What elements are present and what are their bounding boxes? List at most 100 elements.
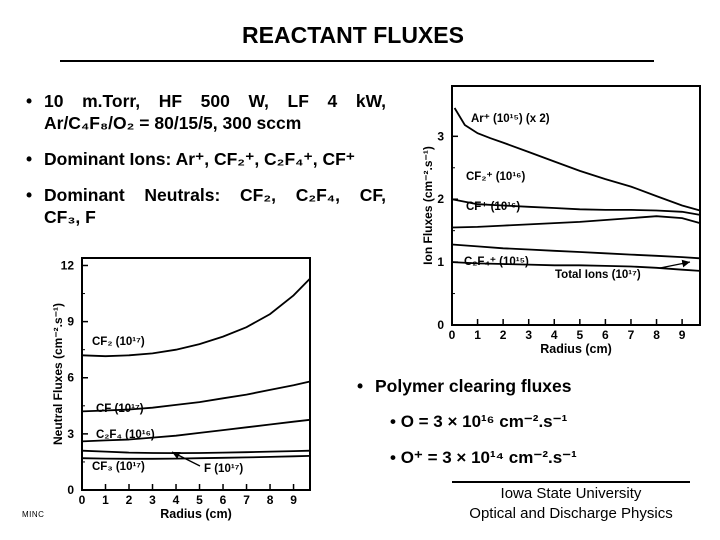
chart-0-frame (451, 85, 701, 326)
bullet-ions: • Dominant Ions: Ar⁺, CF₂⁺, C₂F₄⁺, CF⁺ (26, 148, 386, 170)
condition-bullets: • 10 m.Torr, HF 500 W, LF 4 kW, Ar/C₄F₈/… (26, 90, 386, 242)
chart-1-y-tick-label: 3 (67, 427, 74, 441)
bullet-dot: • (26, 149, 33, 169)
word: C₂F₄, (295, 185, 340, 205)
chart-0-x-tick-label: 7 (628, 328, 635, 342)
bullet-dot: • (26, 185, 33, 205)
bullet-ions-text: Dominant Ions: Ar⁺, CF₂⁺, C₂F₄⁺, CF⁺ (44, 149, 356, 169)
bullet-dot: • (357, 376, 364, 396)
word: CF, (359, 185, 386, 205)
chart-1-x-tick-label: 9 (290, 493, 297, 507)
chart-1-frame (81, 257, 311, 491)
chart-0-x-tick-label: 0 (449, 328, 456, 342)
chart-0-x-tick-label: 5 (576, 328, 583, 342)
chart-0-y-tick-label: 1 (437, 255, 444, 269)
word: LF (287, 91, 309, 111)
chart-1-y-tick-label: 6 (67, 371, 74, 385)
chart-1-y-tick-label: 12 (61, 258, 75, 272)
chart-1-series-label: C₂F₄ (10¹⁶) (96, 429, 155, 441)
chart-0-series-label: Total Ions (10¹⁷) (555, 269, 641, 281)
chart-0-series-line (453, 107, 701, 212)
bullet-dot: • (390, 448, 396, 467)
word: W, (248, 91, 269, 111)
footer-rule (452, 481, 690, 483)
word: m.Torr, (82, 91, 141, 111)
chart-1-series-label: CF (10¹⁷) (96, 403, 144, 415)
chart-0-y-axis-label: Ion Fluxes (cm⁻².s⁻¹) (421, 146, 435, 265)
chart-0-series-label: C₂F₄⁺ (10¹⁵) (464, 256, 529, 268)
word: 500 (200, 91, 230, 111)
bullet-conditions-line2: Ar/C₄F₈/O₂ = 80/15/5, 300 sccm (44, 113, 302, 133)
word: Neutrals: (144, 185, 221, 205)
word: kW, (355, 91, 386, 111)
bullet-conditions: • 10 m.Torr, HF 500 W, LF 4 kW, Ar/C₄F₈/… (26, 90, 386, 134)
chart-1-x-tick-label: 4 (173, 493, 180, 507)
footer: Iowa State University Optical and Discha… (452, 484, 690, 524)
chart-1-x-tick-label: 1 (102, 493, 109, 507)
chart-0-x-tick-label: 9 (679, 328, 686, 342)
chart-1-y-tick-label: 0 (67, 483, 74, 497)
chart-0-x-tick-label: 3 (525, 328, 532, 342)
chart-1-x-tick-label: 6 (220, 493, 227, 507)
chart-1-series-label: CF₂ (10¹⁷) (92, 336, 145, 348)
chart-0-x-tick-label: 2 (500, 328, 507, 342)
polymer-item-oplus: • O⁺ = 3 × 10¹⁴ cm⁻².s⁻¹ (390, 448, 577, 468)
chart-0-x-tick-label: 1 (474, 328, 481, 342)
chart-1-y-axis-label: Neutral Fluxes (cm⁻².s⁻¹) (51, 303, 65, 445)
polymer-heading: • Polymer clearing fluxes (357, 376, 571, 397)
chart-1-series-label: CF₃ (10¹⁷) (92, 461, 145, 473)
chart-0-series-line (451, 243, 701, 260)
bullet-neutrals: • Dominant Neutrals: CF₂, C₂F₄, CF, CF₃,… (26, 184, 386, 228)
polymer-item-o-text: O = 3 × 10¹⁶ cm⁻².s⁻¹ (400, 412, 568, 431)
polymer-clearing-list: • Polymer clearing fluxes (357, 376, 571, 397)
word: HF (158, 91, 183, 111)
word: 4 (327, 91, 338, 111)
chart-1-x-tick-label: 7 (243, 493, 250, 507)
chart-1-x-tick-label: 0 (79, 493, 86, 507)
chart-0-series-label: Ar⁺ (10¹⁵) (x 2) (471, 113, 550, 125)
chart-1-x-tick-label: 8 (267, 493, 274, 507)
bullet-conditions-line1: 10 m.Torr, HF 500 W, LF 4 kW, (44, 90, 386, 112)
chart-1-x-tick-label: 5 (196, 493, 203, 507)
footer-university: Iowa State University (500, 485, 642, 502)
chart-0-x-tick-label: 4 (551, 328, 558, 342)
footer-group: Optical and Discharge Physics (469, 505, 673, 522)
chart-0-series-line (451, 261, 701, 272)
chart-1-series-line (81, 449, 311, 455)
chart-0-series-label: CF₂⁺ (10¹⁶) (466, 171, 525, 183)
chart-1-x-axis-label: Radius (cm) (160, 507, 232, 521)
title-underline (60, 60, 654, 62)
chart-1-series-line (81, 277, 311, 358)
chart-0-x-axis-label: Radius (cm) (540, 342, 612, 356)
chart-0-x-tick-label: 6 (602, 328, 609, 342)
polymer-item-o: • O = 3 × 10¹⁶ cm⁻².s⁻¹ (390, 412, 567, 432)
word: CF₂, (240, 185, 276, 205)
chart-1-series-line (81, 455, 311, 460)
f-leader-arrow (171, 451, 201, 467)
polymer-item-oplus-text: O⁺ = 3 × 10¹⁴ cm⁻².s⁻¹ (400, 448, 577, 467)
chart-0-x-tick-label: 8 (653, 328, 660, 342)
chart-1-series-label: F (10¹⁷) (204, 463, 243, 475)
total-ions-leader-arrow (659, 259, 691, 269)
word: Dominant (44, 185, 125, 205)
chart-1-series-line (81, 418, 311, 443)
bullet-neutrals-line1: Dominant Neutrals: CF₂, C₂F₄, CF, (44, 184, 386, 206)
chart-0-y-tick-label: 0 (437, 318, 444, 332)
chart-1-series-line (81, 380, 311, 413)
chart-0-series-label: CF⁺ (10¹⁶) (466, 201, 520, 213)
corner-tag: MINC (22, 510, 45, 519)
bullet-dot: • (390, 412, 396, 431)
chart-0-y-tick-label: 2 (437, 192, 444, 206)
chart-1-x-tick-label: 3 (149, 493, 156, 507)
word: 10 (44, 91, 64, 111)
chart-1-x-tick-label: 2 (126, 493, 133, 507)
chart-0-y-tick-label: 3 (437, 129, 444, 143)
chart-0-series-line (451, 215, 701, 229)
polymer-heading-text: Polymer clearing fluxes (375, 376, 572, 396)
bullet-dot: • (26, 91, 33, 111)
chart-1-y-tick-label: 9 (67, 315, 74, 329)
bullet-neutrals-line2: CF₃, F (44, 207, 96, 227)
page-title: REACTANT FLUXES (242, 22, 464, 48)
chart-0-series-line (451, 198, 701, 216)
